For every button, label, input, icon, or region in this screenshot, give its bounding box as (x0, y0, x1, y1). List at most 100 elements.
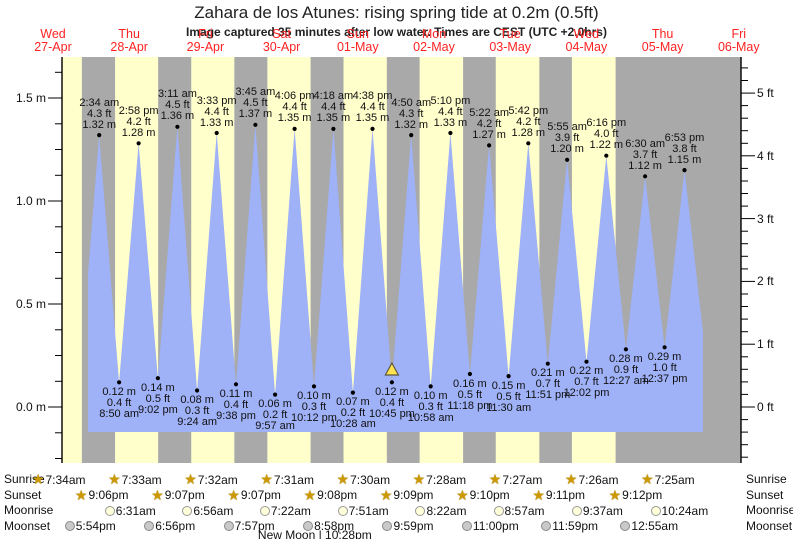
day-of-week: Sun (346, 27, 369, 41)
moonrise-event: 7:22am (259, 503, 311, 518)
sunrise-star-icon: ★ (108, 471, 121, 487)
low-tide-annotation: 0.14 m 0.5 ft 9:02 pm (138, 381, 178, 416)
sunrise-time: 7:33am (121, 472, 162, 487)
moon-phase-time: 10:28pm (325, 528, 372, 539)
moonrise-moon-icon (493, 505, 504, 516)
tide-dot (311, 384, 317, 389)
tide-dots (97, 122, 687, 397)
day-date: 27-Apr (34, 40, 72, 54)
moonrise-event: 10:24am (650, 503, 709, 518)
day-of-week: Thu (651, 27, 674, 41)
tide-dot (136, 141, 141, 146)
sunset-time: 9:07pm (164, 488, 205, 502)
moonrise-moon-icon (571, 505, 582, 516)
day-date: 06-May (717, 40, 760, 54)
day-date: 01-May (336, 40, 379, 54)
tide-dot (682, 168, 687, 173)
astro-row-label-right: Moonset (746, 518, 793, 533)
sunset-star-icon: ★ (151, 486, 164, 503)
tide-dot (389, 380, 394, 385)
day-label: Fri 06-May (718, 28, 760, 54)
tide-dot (662, 345, 667, 350)
sunset-time: 9:08pm (317, 488, 358, 502)
moonset-time: 6:56pm (155, 519, 196, 533)
sunrise-event: ★ 7:32am (184, 471, 238, 487)
low-tide-annotation: 0.22 m 0.7 ft 12:02 pm (563, 365, 610, 400)
high-tide-annotation: 5:10 pm 4.4 ft 1.33 m (430, 94, 471, 129)
high-tide-annotation: 4:18 am 4.4 ft 1.35 m (313, 90, 354, 125)
sunset-time: 9:09pm (393, 488, 434, 502)
sunset-event: ★ 9:09pm (380, 488, 434, 503)
high-tide-annotation: 5:22 am 4.2 ft 1.27 m (469, 106, 509, 141)
tide-dot (448, 130, 453, 136)
high-tide-annotation: 4:50 am 4.3 ft 1.32 m (391, 96, 432, 131)
sunset-star-icon: ★ (608, 486, 622, 503)
y-axis-left-label: 1.5 m (15, 91, 46, 105)
day-label: Thu 28-Apr (110, 28, 148, 54)
sunset-star-icon: ★ (303, 486, 317, 503)
y-axis-right-label: 0 ft (757, 400, 774, 414)
day-date: 02-May (413, 40, 455, 54)
sunrise-time: 7:28am (426, 472, 467, 487)
tide-dot (273, 392, 278, 397)
sunset-event: ★ 9:08pm (303, 486, 358, 503)
current-time-marker (384, 361, 400, 376)
tide-dot (409, 133, 414, 138)
sunset-time: 9:11pm (545, 488, 586, 502)
astro-row-label-left: Moonset (4, 518, 51, 533)
day-date: 03-May (489, 40, 532, 54)
moonrise-time: 10:24am (661, 503, 709, 518)
high-tide-annotation: 3:11 am 4.5 ft 1.36 m (157, 88, 197, 123)
high-tide-annotation: 6:30 am 3.7 ft 1.12 m (625, 137, 665, 172)
tide-dot (643, 174, 648, 179)
day-of-week: Wed (40, 27, 66, 41)
tide-dot (467, 371, 472, 377)
low-tide-annotation: 0.12 m 0.4 ft 10:45 pm (368, 385, 415, 420)
tide-dot (545, 361, 550, 366)
astro-row-label-right: Moonrise (746, 503, 793, 517)
moonrise-event: 7:51am (337, 504, 389, 518)
moonrise-moon-icon (337, 505, 348, 516)
sunrise-event: ★ 7:25am (641, 472, 695, 487)
tide-dot (175, 124, 180, 129)
low-tide-annotation: 0.10 m 0.3 ft 10:58 am (407, 389, 454, 424)
day-date: 05-May (641, 40, 684, 54)
day-of-week: Mon (421, 27, 447, 41)
tide-dot (233, 382, 239, 387)
tide-dot (253, 122, 258, 127)
astro-row-label-left: Moonrise (4, 503, 54, 517)
high-tide-annotation: 6:53 pm 3.8 ft 1.15 m (664, 131, 705, 166)
tide-dot (428, 384, 433, 389)
day-date: 04-May (565, 40, 608, 54)
day-of-week: Fri (731, 27, 747, 41)
moonrise-time: 6:56am (193, 503, 234, 518)
sunset-star-icon: ★ (532, 486, 545, 503)
day-of-week: Sat (272, 27, 291, 41)
high-tide-annotation: 3:33 pm 4.4 ft 1.33 m (196, 94, 237, 129)
y-axis-left (48, 57, 63, 463)
sunrise-event: ★ 7:27am (489, 472, 543, 487)
y-axis-left-label: 0.0 m (15, 400, 46, 414)
sunset-time: 9:07pm (240, 488, 281, 502)
tide-dot (292, 126, 297, 131)
tide-curve (88, 124, 703, 432)
astro-row-label-right: Sunrise (746, 472, 787, 486)
moonrise-moon-icon (104, 505, 115, 516)
sunrise-star-icon: ★ (184, 471, 197, 487)
moonset-event: 8:58pm (303, 519, 354, 533)
sunrise-time: 7:26am (578, 472, 619, 487)
moonrise-time: 7:22am (270, 503, 311, 518)
moonset-moon-icon (620, 521, 631, 531)
day-label: Fri 29-Apr (187, 28, 225, 54)
low-tide-annotation: 0.28 m 0.9 ft 12:27 am (602, 352, 649, 387)
moonset-time: 11:59pm (552, 519, 599, 533)
day-label: Tue 03-May (489, 28, 531, 54)
high-tide-annotation: 3:45 am 4.5 ft 1.37 m (235, 86, 276, 121)
tide-dot (155, 376, 160, 381)
tide-dot (604, 153, 609, 158)
moonset-time: 7:57pm (234, 519, 275, 533)
sunrise-time: 7:25am (654, 472, 695, 487)
moonrise-event: 8:57am (493, 504, 545, 518)
